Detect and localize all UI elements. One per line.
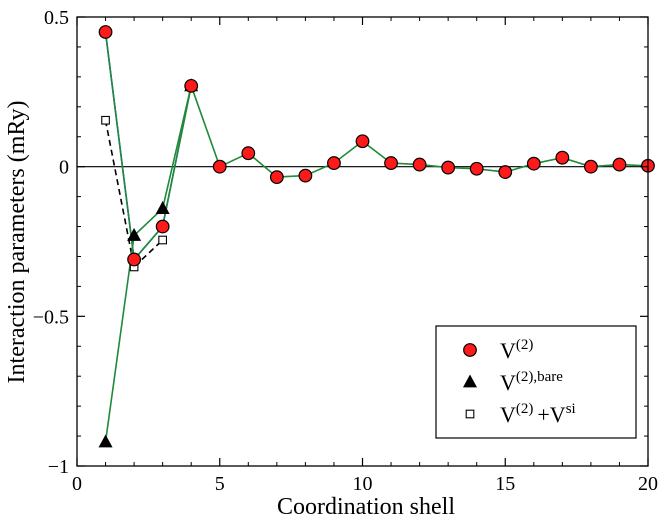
y-tick-label: −1 — [48, 456, 69, 478]
legend-entry-vsi-label: V(2) +Vsi — [500, 401, 576, 427]
axes-layer: 0 5 10 15 20 −1 −0.5 0 0.5 — [33, 7, 658, 495]
legend-entry-v2-marker — [463, 343, 477, 357]
v2-marker — [298, 168, 313, 183]
bare-marker — [127, 227, 142, 241]
series-vsi-line — [104, 120, 164, 269]
vsi-marker — [101, 115, 110, 125]
legend-sup2: si — [566, 401, 576, 417]
v2-marker — [212, 159, 227, 174]
v2-marker — [555, 150, 570, 165]
v2-marker — [384, 156, 398, 170]
legend-sup: (2) — [516, 337, 534, 353]
series-bare-line — [104, 85, 192, 443]
legend-entry-vsi-marker — [465, 409, 475, 419]
v2-marker — [269, 170, 284, 185]
bare-marker — [98, 434, 113, 448]
v2-marker — [498, 165, 513, 179]
y-tick-label: 0 — [59, 157, 69, 179]
v2-marker — [441, 160, 456, 175]
x-tick-label: 10 — [353, 473, 373, 495]
legend-entry-v2: V(2) — [463, 337, 533, 363]
v2-marker — [327, 156, 341, 170]
y-tick-label: −0.5 — [33, 306, 69, 328]
legend-entry-v2-label: V(2) — [500, 337, 533, 363]
v2-marker — [127, 252, 142, 267]
vsi-marker — [158, 235, 168, 245]
v2-marker — [612, 157, 627, 172]
legend-base: V — [500, 402, 516, 427]
x-tick-label: 5 — [215, 473, 225, 495]
v2-marker — [526, 156, 541, 171]
bare-marker — [155, 201, 170, 214]
x-tick-label: 20 — [638, 473, 658, 495]
v2-marker — [412, 157, 427, 172]
legend-base: V — [500, 370, 516, 395]
v2-marker — [584, 159, 598, 174]
x-axis-title: Coordination shell — [277, 494, 455, 520]
legend-entry-vsi: V(2) +Vsi — [465, 401, 576, 427]
series-v2-line — [104, 31, 649, 262]
legend-mid: +V — [537, 402, 565, 427]
v2-marker — [155, 219, 170, 234]
v2-marker — [241, 146, 256, 161]
legend-entry-bare-label: V(2),bare — [500, 369, 563, 395]
legend-sup: (2) — [516, 401, 534, 417]
v2-marker — [355, 134, 370, 149]
legend-base: V — [500, 338, 516, 363]
v2-marker — [184, 78, 199, 93]
v2-marker — [469, 161, 484, 176]
y-axis-title: Interaction parameters (mRy) — [4, 101, 30, 384]
y-tick-label: 0.5 — [44, 7, 69, 29]
legend-entry-bare-marker — [462, 374, 478, 388]
x-tick-label: 15 — [495, 473, 515, 495]
legend-sup: (2),bare — [516, 369, 563, 385]
v2-marker — [98, 25, 113, 39]
legend-entry-bare: V(2),bare — [462, 369, 563, 395]
x-tick-label: 0 — [72, 473, 82, 495]
